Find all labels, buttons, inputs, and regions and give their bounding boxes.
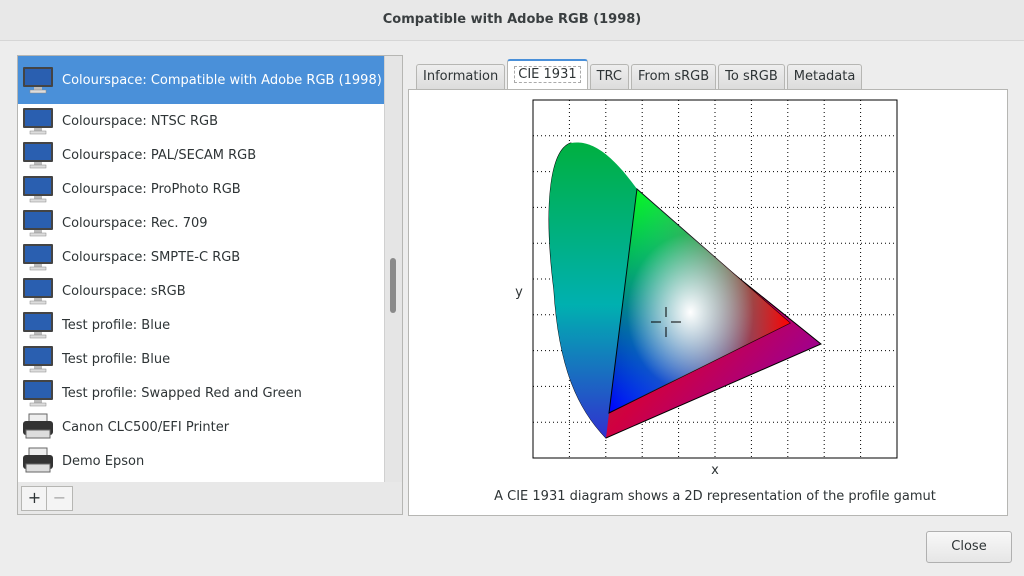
scrollbar[interactable] bbox=[384, 56, 402, 482]
profile-item[interactable]: Colourspace: sRGB bbox=[18, 274, 384, 308]
monitor-icon bbox=[22, 174, 54, 204]
monitor-icon bbox=[22, 65, 54, 95]
profile-label: Colourspace: sRGB bbox=[62, 283, 186, 299]
plot-frame bbox=[532, 99, 898, 459]
monitor-icon bbox=[22, 276, 54, 306]
tab-label: To sRGB bbox=[725, 69, 778, 84]
profile-label: Colourspace: PAL/SECAM RGB bbox=[62, 147, 257, 163]
x-axis-label: x bbox=[711, 463, 719, 478]
tab-to-srgb[interactable]: To sRGB bbox=[718, 64, 785, 89]
add-profile-button[interactable]: + bbox=[21, 486, 48, 511]
diagram-caption: A CIE 1931 diagram shows a 2D representa… bbox=[494, 489, 936, 504]
profile-item[interactable]: Colourspace: Rec. 709 bbox=[18, 206, 384, 240]
profile-label: Colourspace: Compatible with Adobe RGB (… bbox=[62, 72, 382, 88]
tab-label: Information bbox=[423, 69, 499, 84]
profile-item[interactable]: Colourspace: SMPTE-C RGB bbox=[18, 240, 384, 274]
monitor-icon bbox=[22, 208, 54, 238]
profile-label: Colourspace: ProPhoto RGB bbox=[62, 181, 241, 197]
tab-from-srgb[interactable]: From sRGB bbox=[631, 64, 717, 89]
cie-panel: x y A CIE 1931 diagram shows a 2D repres… bbox=[408, 89, 1008, 516]
monitor-icon bbox=[22, 378, 54, 408]
close-button[interactable]: Close bbox=[926, 531, 1012, 563]
profile-label: Colourspace: SMPTE-C RGB bbox=[62, 249, 241, 265]
profile-label: Test profile: Blue bbox=[62, 351, 171, 367]
profile-list[interactable]: Colourspace: Compatible with Adobe RGB (… bbox=[17, 55, 403, 483]
tab-label: Metadata bbox=[793, 69, 856, 84]
cie-diagram: x y A CIE 1931 diagram shows a 2D repres… bbox=[494, 99, 936, 504]
profile-label: Test profile: Swapped Red and Green bbox=[62, 385, 302, 401]
tab-label: From sRGB bbox=[638, 69, 710, 84]
profile-label: Demo Epson bbox=[62, 453, 145, 469]
monitor-icon bbox=[22, 140, 54, 170]
y-axis-label: y bbox=[515, 285, 523, 300]
tab-information[interactable]: Information bbox=[416, 64, 506, 89]
profile-item[interactable]: Test profile: Swapped Red and Green bbox=[18, 376, 384, 410]
profile-label: Test profile: Blue bbox=[62, 317, 171, 333]
printer-icon bbox=[22, 446, 54, 476]
whitepoint-crosshair bbox=[651, 307, 681, 337]
tab-bar: Information CIE 1931 TRC From sRGB To sRGB Me… bbox=[416, 59, 863, 90]
remove-profile-button[interactable]: − bbox=[46, 486, 73, 511]
tab-label: CIE 1931 bbox=[514, 66, 581, 83]
tab-label: TRC bbox=[596, 69, 623, 84]
window-title: Compatible with Adobe RGB (1998) bbox=[0, 0, 1024, 41]
profile-label: Colourspace: NTSC RGB bbox=[62, 113, 218, 129]
profile-item[interactable]: Colourspace: ProPhoto RGB bbox=[18, 172, 384, 206]
profile-item[interactable]: Colourspace: PAL/SECAM RGB bbox=[18, 138, 384, 172]
monitor-icon bbox=[22, 106, 54, 136]
monitor-icon bbox=[22, 310, 54, 340]
profile-item[interactable]: Colourspace: NTSC RGB bbox=[18, 104, 384, 138]
profile-item[interactable]: Demo Epson bbox=[18, 444, 384, 478]
tab-cie-1931[interactable]: CIE 1931 bbox=[507, 59, 588, 90]
monitor-icon bbox=[22, 242, 54, 272]
list-toolbar: + − bbox=[17, 482, 403, 515]
tab-trc[interactable]: TRC bbox=[589, 64, 630, 89]
printer-icon bbox=[22, 412, 54, 442]
monitor-icon bbox=[22, 344, 54, 374]
profile-label: Colourspace: Rec. 709 bbox=[62, 215, 208, 231]
profile-item[interactable]: Test profile: Blue bbox=[18, 342, 384, 376]
profile-label: Canon CLC500/EFI Printer bbox=[62, 419, 230, 435]
profile-item[interactable]: Canon CLC500/EFI Printer bbox=[18, 410, 384, 444]
profile-item[interactable]: Colourspace: Compatible with Adobe RGB (… bbox=[18, 56, 384, 104]
tab-metadata[interactable]: Metadata bbox=[786, 64, 863, 89]
scrollbar-thumb[interactable] bbox=[390, 258, 396, 313]
profile-item[interactable]: Test profile: Blue bbox=[18, 308, 384, 342]
